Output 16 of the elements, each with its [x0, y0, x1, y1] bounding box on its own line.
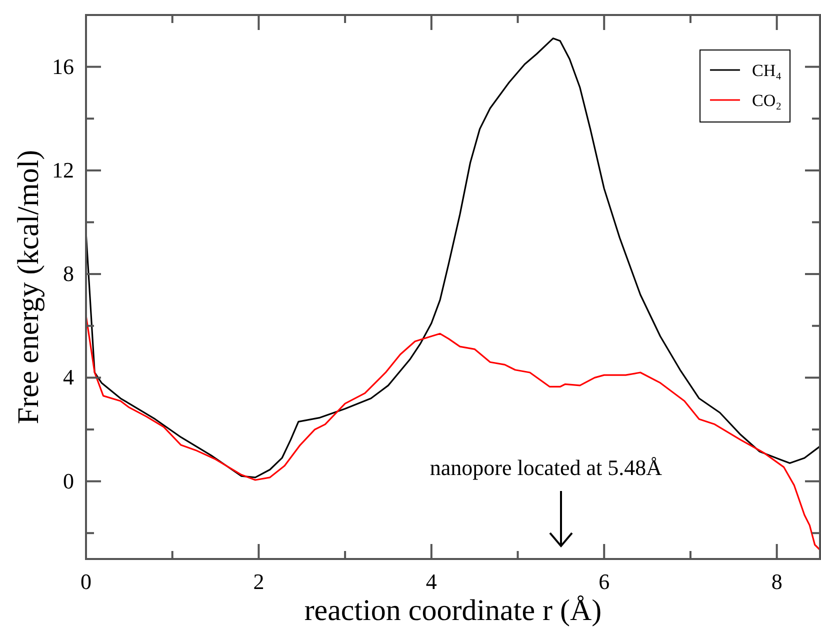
x-axis-title: reaction coordinate r (Å) — [304, 594, 602, 627]
line-series — [86, 38, 820, 478]
x-tick-label: 2 — [253, 569, 264, 594]
y-tick-label: 16 — [52, 54, 74, 79]
y-axis-title: Free energy (kcal/mol) — [12, 150, 45, 424]
legend-label: CO₂ — [752, 91, 782, 110]
y-tick-label: 4 — [63, 364, 74, 390]
x-tick-label: 8 — [771, 569, 782, 594]
y-tick-label: 12 — [52, 157, 74, 182]
legend-label: CH₄ — [752, 61, 782, 80]
annotation: nanopore located at 5.48Å — [430, 455, 662, 480]
x-tick-label: 6 — [598, 569, 610, 594]
y-tick-label: 8 — [63, 261, 74, 286]
x-tick-label: 4 — [426, 569, 437, 594]
y-tick-label: 0 — [63, 468, 74, 494]
x-tick-label: 0 — [80, 569, 92, 594]
